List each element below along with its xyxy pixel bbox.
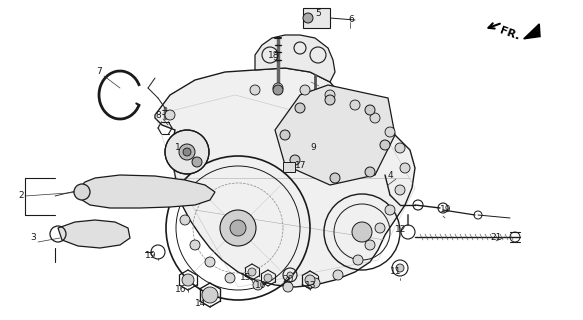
Text: 19: 19 xyxy=(145,251,156,260)
Circle shape xyxy=(303,13,313,23)
Text: 19: 19 xyxy=(440,205,451,214)
Circle shape xyxy=(385,127,395,137)
Circle shape xyxy=(395,143,405,153)
Text: 2: 2 xyxy=(18,190,24,199)
Circle shape xyxy=(192,157,202,167)
Circle shape xyxy=(273,85,283,95)
Circle shape xyxy=(230,220,246,236)
Circle shape xyxy=(283,282,293,292)
Circle shape xyxy=(165,110,175,120)
Circle shape xyxy=(325,95,335,105)
Polygon shape xyxy=(275,85,395,185)
Circle shape xyxy=(370,113,380,123)
Text: 18: 18 xyxy=(268,51,279,60)
Circle shape xyxy=(330,173,340,183)
Polygon shape xyxy=(155,68,415,287)
Circle shape xyxy=(74,184,90,200)
Circle shape xyxy=(170,135,180,145)
Circle shape xyxy=(350,100,360,110)
Polygon shape xyxy=(79,175,215,208)
Circle shape xyxy=(305,275,315,285)
Text: 4: 4 xyxy=(388,171,394,180)
Text: FR.: FR. xyxy=(498,26,521,42)
Circle shape xyxy=(248,268,256,276)
Circle shape xyxy=(280,130,290,140)
Circle shape xyxy=(385,205,395,215)
Circle shape xyxy=(395,185,405,195)
Polygon shape xyxy=(58,220,130,248)
Text: 6: 6 xyxy=(348,15,354,25)
Text: 8: 8 xyxy=(155,110,161,119)
Circle shape xyxy=(182,274,194,286)
Polygon shape xyxy=(283,162,295,172)
Text: 14: 14 xyxy=(195,299,206,308)
Text: 15: 15 xyxy=(240,274,251,283)
Text: 13: 13 xyxy=(305,281,317,290)
Circle shape xyxy=(190,240,200,250)
Text: 21: 21 xyxy=(490,233,501,242)
Polygon shape xyxy=(255,35,335,82)
Circle shape xyxy=(165,130,209,174)
Circle shape xyxy=(333,270,343,280)
Circle shape xyxy=(205,257,215,267)
Polygon shape xyxy=(303,8,330,28)
Circle shape xyxy=(365,167,375,177)
Circle shape xyxy=(295,103,305,113)
Text: 7: 7 xyxy=(96,68,102,76)
Circle shape xyxy=(365,240,375,250)
Polygon shape xyxy=(524,24,540,39)
Circle shape xyxy=(253,280,263,290)
Circle shape xyxy=(290,155,300,165)
Circle shape xyxy=(173,160,183,170)
Text: 20: 20 xyxy=(282,276,293,284)
Text: 10: 10 xyxy=(255,281,266,290)
Circle shape xyxy=(250,85,260,95)
Circle shape xyxy=(179,144,195,160)
Text: 17: 17 xyxy=(295,161,307,170)
Circle shape xyxy=(175,190,185,200)
Circle shape xyxy=(352,222,372,242)
Text: 1: 1 xyxy=(175,143,181,153)
Circle shape xyxy=(273,83,283,93)
Circle shape xyxy=(225,273,235,283)
Circle shape xyxy=(310,278,320,288)
Circle shape xyxy=(220,210,256,246)
Circle shape xyxy=(287,272,293,278)
Circle shape xyxy=(183,148,191,156)
Circle shape xyxy=(180,215,190,225)
Text: 3: 3 xyxy=(30,234,36,243)
Circle shape xyxy=(264,274,272,282)
Text: 16: 16 xyxy=(175,285,187,294)
Circle shape xyxy=(396,264,404,272)
Circle shape xyxy=(300,85,310,95)
Circle shape xyxy=(375,223,385,233)
Text: 5: 5 xyxy=(315,9,321,18)
Text: 11: 11 xyxy=(390,268,402,276)
Circle shape xyxy=(353,255,363,265)
Text: 9: 9 xyxy=(310,143,316,153)
Circle shape xyxy=(380,140,390,150)
Circle shape xyxy=(325,90,335,100)
Circle shape xyxy=(400,163,410,173)
Circle shape xyxy=(365,105,375,115)
Text: 12: 12 xyxy=(395,226,406,235)
Circle shape xyxy=(202,287,218,303)
